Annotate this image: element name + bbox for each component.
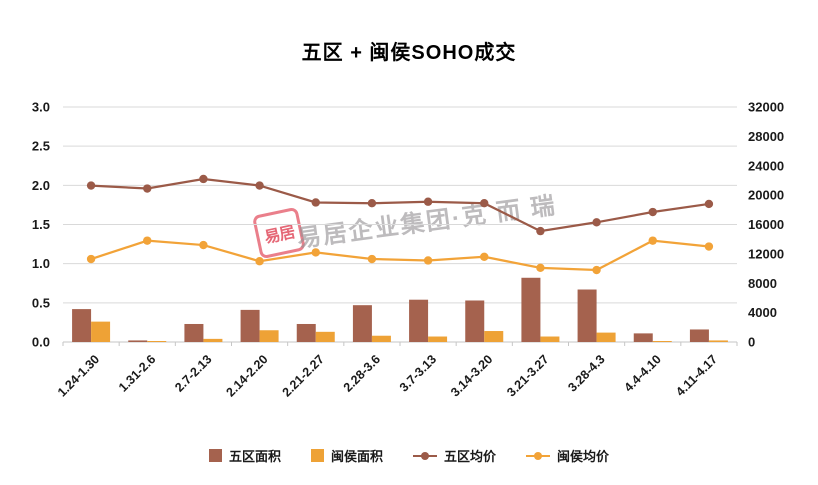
right-axis-tick-label: 32000 [748, 100, 784, 115]
right-axis-tick-label: 4000 [748, 305, 777, 320]
point-闽侯均价 [199, 240, 208, 250]
bar-五区面积 [352, 305, 372, 342]
line-五区均价 [91, 177, 710, 233]
left-axis-tick-label: 1.0 [32, 256, 50, 271]
legend-item-闽侯面积: 闽侯面积 [310, 446, 383, 465]
bar-五区面积 [128, 340, 148, 342]
x-axis-category-label: 2.14-2.20 [223, 352, 270, 399]
right-axis-tick-label: 12000 [748, 246, 784, 261]
line-闽侯均价 [90, 239, 710, 272]
bar-闽侯面积 [708, 340, 728, 342]
legend-line-swatch [413, 449, 437, 462]
x-axis-category-label: 4.4-4.10 [622, 352, 664, 394]
point-五区均价 [592, 218, 601, 227]
bar-闽侯面积 [147, 341, 167, 342]
point-闽侯均价 [704, 242, 714, 251]
legend-label: 闽侯面积 [330, 449, 383, 464]
bar-五区面积 [184, 323, 204, 342]
point-五区均价 [480, 199, 489, 208]
bar-闽侯面积 [315, 331, 335, 342]
x-axis-category-label: 2.7-2.13 [172, 352, 214, 394]
bar-五区面积 [633, 333, 653, 342]
x-axis-category-label: 1.24-1.30 [55, 352, 102, 399]
left-axis-tick-label: 3.0 [32, 100, 50, 115]
x-axis-category-label: 2.28-3.6 [341, 352, 383, 394]
bar-闽侯面积 [652, 341, 672, 342]
legend-line-swatch [526, 449, 551, 462]
bar-闽侯面积 [259, 330, 279, 342]
legend-item-闽侯均价: 闽侯均价 [526, 446, 609, 465]
left-axis-tick-label: 0.5 [32, 295, 50, 310]
legend-item-五区面积: 五区面积 [208, 446, 281, 465]
bar-闽侯面积 [428, 336, 448, 342]
bar-五区面积 [409, 299, 429, 342]
left-axis-tick-label: 0.0 [32, 335, 50, 350]
bar-五区面积 [296, 323, 316, 342]
x-axis-category-label: 3.14-3.20 [448, 352, 495, 399]
legend-label: 五区均价 [444, 449, 497, 464]
left-axis-tick-label: 2.0 [32, 178, 50, 193]
point-闽侯均价 [423, 256, 433, 265]
point-五区均价 [367, 199, 377, 208]
bar-五区面积 [72, 309, 92, 342]
point-闽侯均价 [480, 252, 489, 262]
chart-title: 五区 + 闽侯SOHO成交 [301, 42, 517, 64]
legend-item-五区均价: 五区均价 [413, 446, 496, 465]
bar-闽侯面积 [203, 338, 223, 342]
point-五区均价 [423, 197, 433, 206]
point-五区均价 [143, 184, 152, 193]
bar-闽侯面积 [484, 331, 504, 342]
bar-五区面积 [521, 277, 541, 342]
point-闽侯均价 [255, 257, 264, 266]
x-axis-category-label: 3.21-3.27 [504, 352, 551, 399]
bar-五区面积 [240, 309, 260, 342]
right-axis-tick-label: 16000 [748, 217, 784, 232]
x-axis-category-label: 3.28-4.3 [565, 352, 607, 394]
x-axis-category-label: 4.11-4.17 [673, 352, 720, 399]
point-闽侯均价 [143, 236, 152, 245]
point-五区均价 [199, 174, 208, 184]
x-axis-category-label: 2.21-2.27 [280, 352, 327, 399]
left-axis-tick-label: 2.5 [32, 139, 50, 154]
point-五区均价 [311, 198, 320, 207]
point-闽侯均价 [536, 263, 545, 273]
point-闽侯均价 [648, 236, 657, 245]
point-五区均价 [86, 181, 96, 190]
legend-bar-swatch [310, 449, 324, 462]
right-axis-tick-label: 8000 [748, 276, 777, 291]
right-axis-tick-label: 24000 [748, 158, 784, 173]
bar-闽侯面积 [596, 332, 616, 342]
left-axis-tick-label: 1.5 [32, 217, 50, 232]
bar-五区面积 [577, 289, 597, 342]
bar-闽侯面积 [540, 336, 560, 342]
x-axis-category-label: 3.7-3.13 [397, 352, 439, 394]
legend-label: 闽侯均价 [557, 449, 610, 464]
point-闽侯均价 [86, 254, 96, 264]
point-五区均价 [648, 207, 657, 217]
right-axis-tick-label: 28000 [748, 129, 784, 144]
bar-闽侯面积 [91, 321, 111, 342]
right-axis-tick-label: 0 [748, 335, 755, 350]
bar-五区面积 [689, 329, 709, 342]
point-闽侯均价 [367, 254, 377, 264]
chart-legend: 五区面积 闽侯面积 五区均价 闽侯均价 [0, 446, 818, 465]
bar-五区面积 [465, 300, 485, 342]
point-五区均价 [704, 199, 714, 209]
point-闽侯均价 [311, 248, 320, 257]
point-闽侯均价 [592, 265, 601, 275]
bar-闽侯面积 [371, 335, 391, 342]
point-五区均价 [536, 226, 545, 236]
right-axis-tick-label: 20000 [748, 188, 784, 203]
legend-label: 五区面积 [228, 449, 281, 464]
x-axis-category-label: 1.31-2.6 [116, 352, 158, 394]
point-五区均价 [255, 181, 264, 190]
legend-bar-swatch [208, 449, 222, 462]
